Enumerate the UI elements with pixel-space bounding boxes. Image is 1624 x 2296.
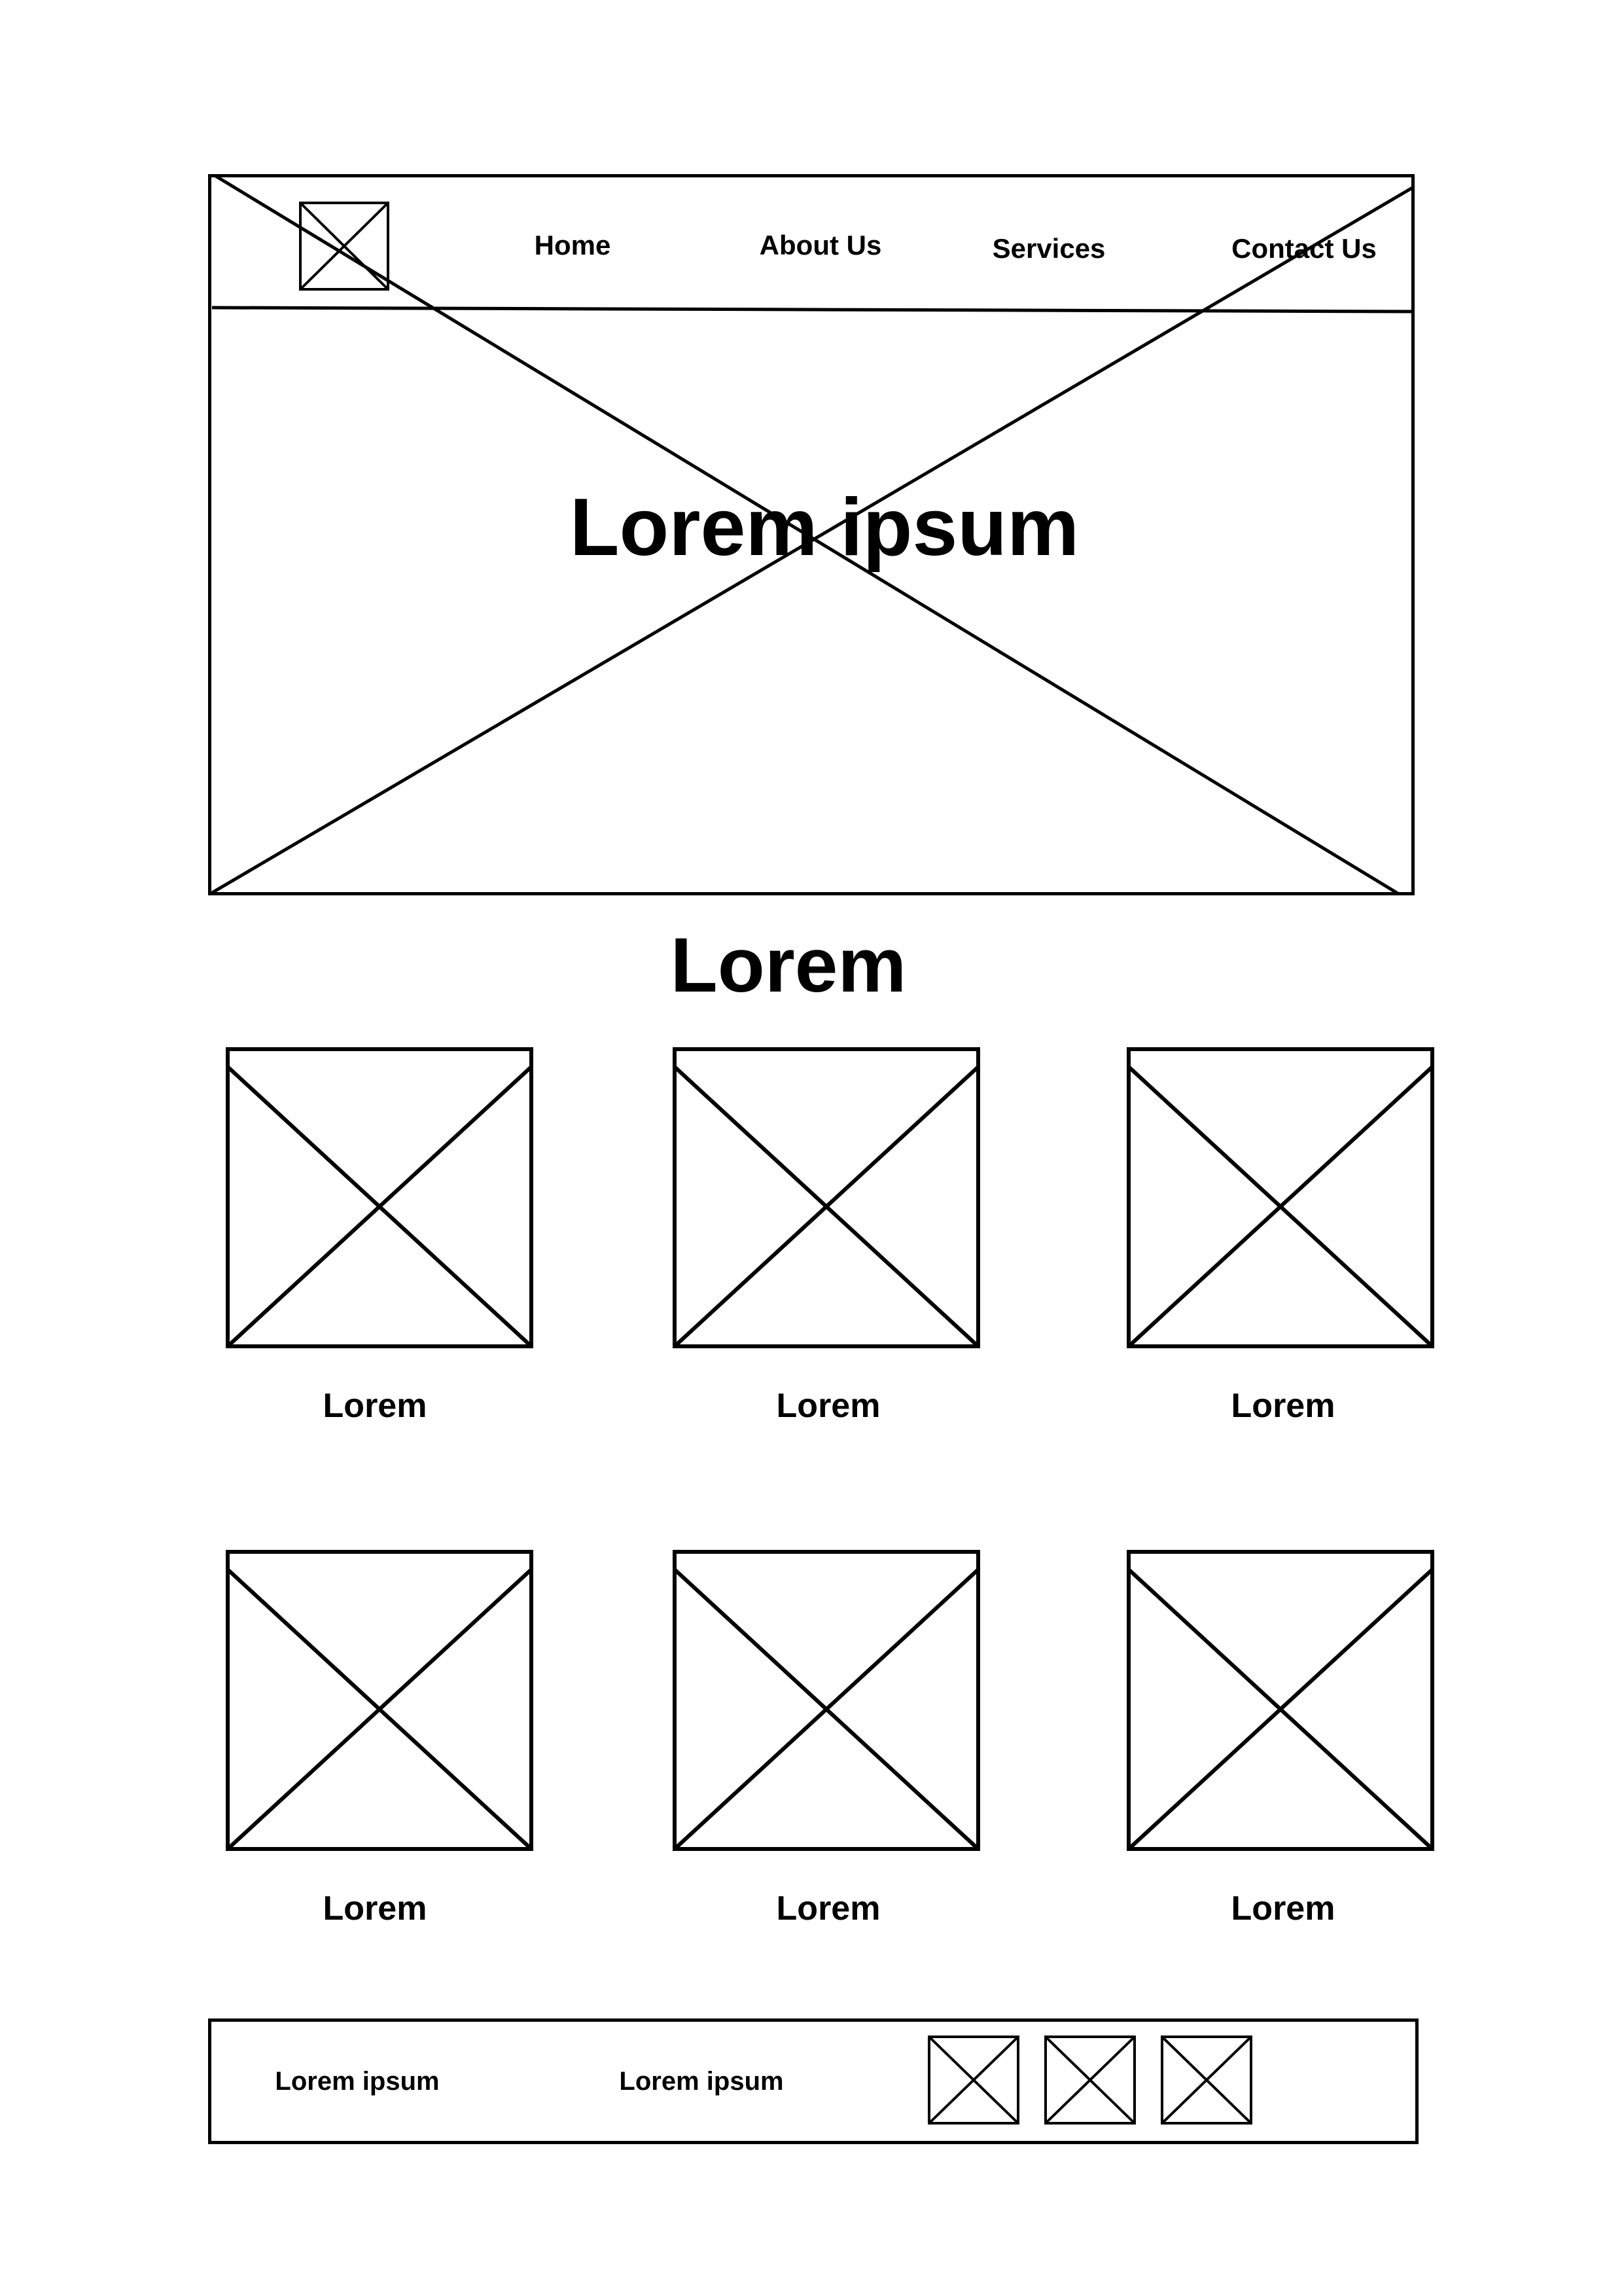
- footer-link[interactable]: Lorem ipsum: [619, 2067, 784, 2096]
- card-caption: Lorem: [1231, 1387, 1335, 1425]
- header-divider: [211, 306, 1414, 314]
- nav-contact-us[interactable]: Contact Us: [1231, 233, 1377, 264]
- nav-home[interactable]: Home: [534, 230, 611, 260]
- logo-placeholder-icon[interactable]: [299, 202, 389, 291]
- card-caption: Lorem: [323, 1387, 427, 1425]
- image-placeholder-icon[interactable]: [1044, 2036, 1136, 2125]
- nav-services[interactable]: Services: [992, 233, 1106, 264]
- card-image-placeholder: [673, 1550, 980, 1851]
- nav-about-us[interactable]: About Us: [759, 230, 882, 260]
- card-image-placeholder: [1127, 1047, 1434, 1348]
- footer: [208, 2018, 1419, 2144]
- card-image-placeholder: [226, 1047, 533, 1348]
- hero-title: Lorem ipsum: [569, 482, 1080, 573]
- card-caption: Lorem: [1231, 1890, 1335, 1928]
- image-placeholder-icon[interactable]: [1161, 2036, 1252, 2125]
- footer-link[interactable]: Lorem ipsum: [275, 2067, 440, 2096]
- card-caption: Lorem: [323, 1890, 427, 1928]
- section-title: Lorem: [670, 922, 907, 1009]
- card-image-placeholder: [226, 1550, 533, 1851]
- image-placeholder-icon[interactable]: [928, 2036, 1019, 2125]
- hero-image-placeholder: [208, 174, 1415, 895]
- card-image-placeholder: [1127, 1550, 1434, 1851]
- card-caption: Lorem: [776, 1890, 881, 1928]
- card-caption: Lorem: [776, 1387, 881, 1425]
- card-image-placeholder: [673, 1047, 980, 1348]
